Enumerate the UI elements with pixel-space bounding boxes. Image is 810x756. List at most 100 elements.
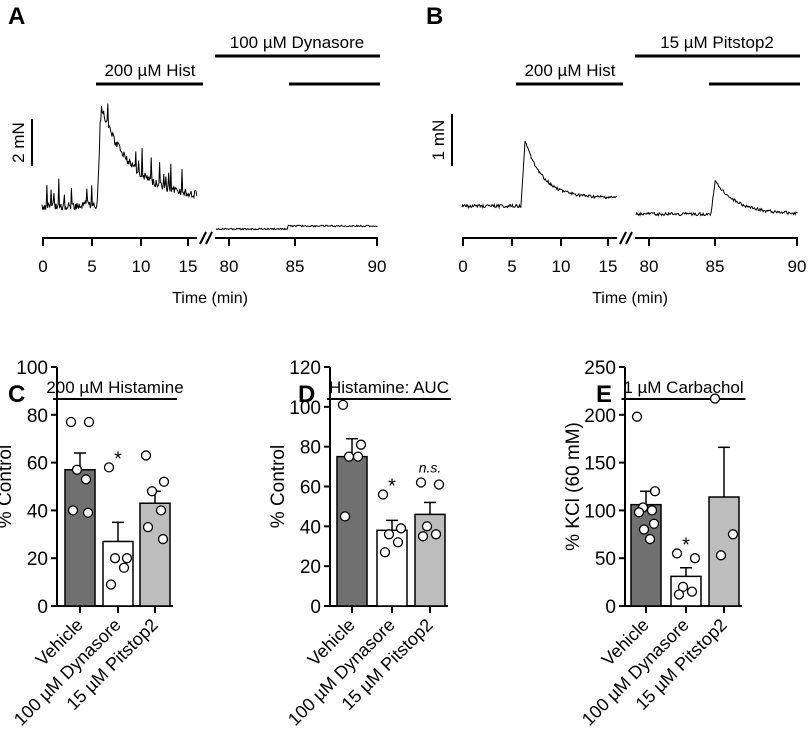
data-point — [158, 476, 170, 487]
data-point — [71, 464, 83, 475]
time-tick-label: 10 — [552, 257, 571, 276]
data-point — [689, 553, 701, 564]
data-point — [686, 586, 698, 597]
y-tick-label: 80 — [27, 406, 48, 427]
histamine-label: 200 µM Hist — [104, 61, 195, 80]
data-point — [392, 537, 404, 548]
data-point — [631, 411, 643, 422]
y-tick-label: 40 — [300, 517, 321, 538]
data-point — [82, 507, 94, 518]
data-point — [395, 523, 407, 534]
y-tick-label: 150 — [584, 454, 616, 475]
data-point — [65, 416, 77, 428]
data-point — [355, 439, 367, 450]
time-tick-label: 85 — [706, 257, 725, 276]
data-point — [673, 589, 685, 600]
data-point — [105, 579, 117, 590]
y-tick-label: 100 — [584, 501, 616, 522]
time-axis-label: Time (min) — [172, 290, 248, 307]
data-point — [433, 479, 445, 490]
data-point — [103, 462, 115, 473]
data-point — [337, 399, 349, 410]
y-tick-label: 20 — [300, 557, 321, 578]
data-point — [646, 505, 658, 516]
force-trace-control — [461, 140, 617, 210]
bar-0 — [64, 469, 96, 607]
significance-label: * — [682, 534, 690, 556]
force-trace-drug — [215, 224, 378, 231]
time-tick-label: 5 — [507, 257, 516, 276]
data-point — [649, 486, 661, 497]
axis-break — [205, 231, 213, 245]
data-point — [727, 529, 739, 540]
scale-bar-label: 2 mN — [9, 122, 28, 163]
bar-0 — [336, 455, 368, 607]
data-point — [715, 550, 727, 561]
panel-letter-a: A — [8, 3, 25, 30]
significance-label: * — [114, 448, 122, 470]
data-point — [83, 416, 95, 428]
panel-letter-c: C — [8, 381, 25, 408]
y-tick-label: 250 — [584, 358, 616, 379]
chart-title: 200 µM Histamine — [46, 378, 183, 397]
data-point — [109, 553, 121, 564]
y-axis-label: % KCl (60 mM) — [563, 422, 584, 551]
trace-panel-b: 200 µM Hist 15 µM Pitstop2 1 mN 0 5 10 15 80 85 9… — [429, 33, 806, 307]
drug-label: 15 µM Pitstop2 — [660, 33, 774, 52]
data-point — [343, 451, 355, 462]
chart-title: Histamine: AUC — [329, 378, 449, 397]
bar-2 — [139, 502, 171, 607]
data-point — [417, 531, 429, 542]
drug-label: 100 µM Dynasore — [230, 33, 365, 52]
data-point — [157, 533, 169, 545]
data-point — [644, 533, 656, 545]
time-tick-label: 15 — [179, 257, 198, 276]
data-point — [709, 393, 721, 404]
data-point — [648, 518, 660, 529]
data-point — [421, 521, 433, 532]
data-point — [155, 505, 167, 516]
data-point — [339, 511, 351, 522]
y-tick-label: 20 — [27, 549, 48, 570]
data-point — [146, 486, 158, 497]
force-trace-drug — [635, 179, 798, 217]
y-tick-label: 0 — [310, 597, 321, 618]
time-tick-label: 15 — [599, 257, 618, 276]
data-point — [671, 548, 683, 559]
data-point — [633, 507, 645, 518]
data-point — [352, 451, 364, 462]
y-tick-label: 120 — [289, 358, 321, 379]
chart-title: 1 µM Carbachol — [623, 378, 743, 397]
time-tick-label: 80 — [220, 257, 239, 276]
time-tick-label: 10 — [132, 257, 151, 276]
data-point — [80, 474, 92, 485]
data-point — [430, 529, 442, 540]
y-tick-label: 200 — [584, 406, 616, 427]
y-tick-label: 100 — [289, 398, 321, 419]
data-point — [140, 450, 152, 461]
y-tick-label: 0 — [605, 597, 616, 618]
panel-letter-d: D — [298, 381, 315, 408]
y-tick-label: 80 — [300, 438, 321, 459]
y-tick-label: 50 — [595, 549, 616, 570]
axis-break — [619, 231, 627, 245]
time-tick-label: 90 — [788, 257, 807, 276]
time-tick-label: 80 — [640, 257, 659, 276]
time-tick-label: 5 — [87, 257, 96, 276]
data-point — [379, 547, 391, 558]
trace-panel-a: 200 µM Hist 100 µM Dynasore 2 mN 0 5 10 15 80 85… — [9, 33, 386, 307]
significance-label: n.s. — [419, 460, 442, 476]
y-tick-label: 40 — [27, 501, 48, 522]
time-tick-label: 90 — [368, 257, 387, 276]
data-point — [142, 521, 154, 533]
data-point — [638, 524, 650, 535]
axis-break — [625, 231, 633, 245]
data-point — [67, 505, 79, 516]
time-tick-label: 0 — [458, 257, 467, 276]
y-tick-label: 100 — [16, 358, 48, 379]
data-point — [377, 489, 389, 500]
axis-break — [199, 231, 207, 245]
scale-bar-label: 1 mN — [429, 120, 448, 161]
